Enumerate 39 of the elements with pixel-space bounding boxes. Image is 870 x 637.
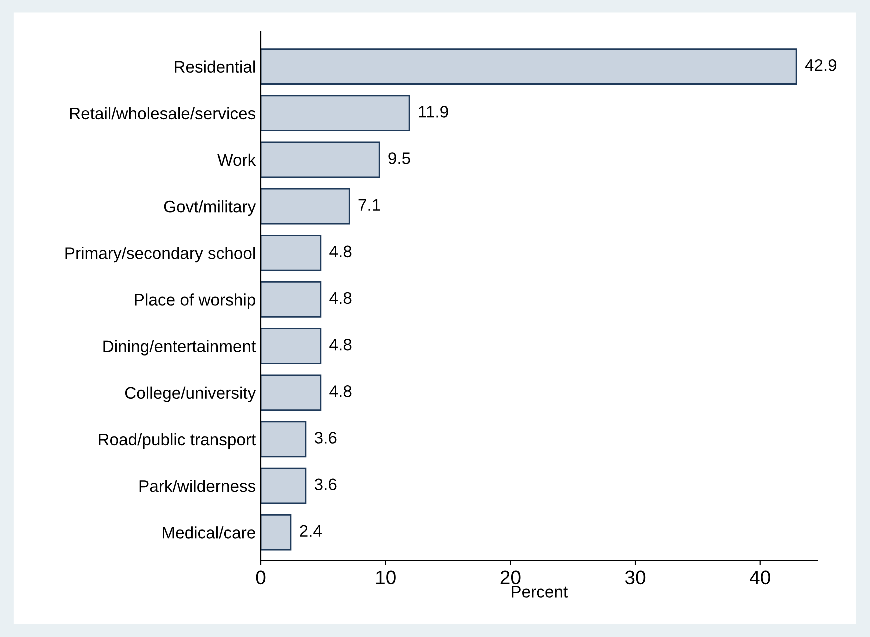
data-label: 9.5 <box>388 152 410 164</box>
bar <box>261 282 322 318</box>
data-label: 4.8 <box>330 386 352 398</box>
y-tick-label: Park/wilderness <box>140 480 256 492</box>
data-label: 11.9 <box>419 106 448 118</box>
x-tick-label: 0 <box>256 570 266 585</box>
bar <box>261 374 322 412</box>
x-tick-label: 10 <box>376 570 396 585</box>
data-label: 4.8 <box>330 292 352 304</box>
bar <box>261 514 292 551</box>
data-label: 4.8 <box>330 246 352 258</box>
bar <box>261 234 322 272</box>
x-tick-label: 40 <box>750 570 770 585</box>
data-label: 4.8 <box>330 338 352 351</box>
bar <box>261 188 350 225</box>
y-tick-label: Residential <box>175 60 256 73</box>
data-label: 3.6 <box>314 478 337 490</box>
bar <box>261 95 410 132</box>
y-tick-label: Retail/wholesale/services <box>70 107 256 120</box>
y-tick-label: Road/public transport <box>99 433 256 449</box>
x-tick-label: 20 <box>500 570 521 585</box>
y-tick-label: College/university <box>125 386 256 402</box>
data-label: 42.9 <box>805 59 837 72</box>
data-label: 7.1 <box>358 199 380 211</box>
bar <box>261 468 307 504</box>
bar <box>261 421 307 458</box>
y-tick-label: Place of worship <box>135 294 256 310</box>
data-label: 3.6 <box>314 432 337 444</box>
data-label: 2.4 <box>300 525 322 537</box>
bar <box>261 48 798 85</box>
x-axis-title: Percent <box>512 586 568 598</box>
y-tick-label: Medical/care <box>163 526 256 539</box>
y-tick-label: Dining/entertainment <box>104 340 256 356</box>
y-tick-label: Work <box>218 154 256 166</box>
bar <box>261 328 322 364</box>
x-tick-label: 30 <box>625 570 646 585</box>
y-tick-label: Primary/secondary school <box>66 247 256 263</box>
y-tick-label: Govt/military <box>164 200 256 216</box>
bar <box>261 142 380 178</box>
